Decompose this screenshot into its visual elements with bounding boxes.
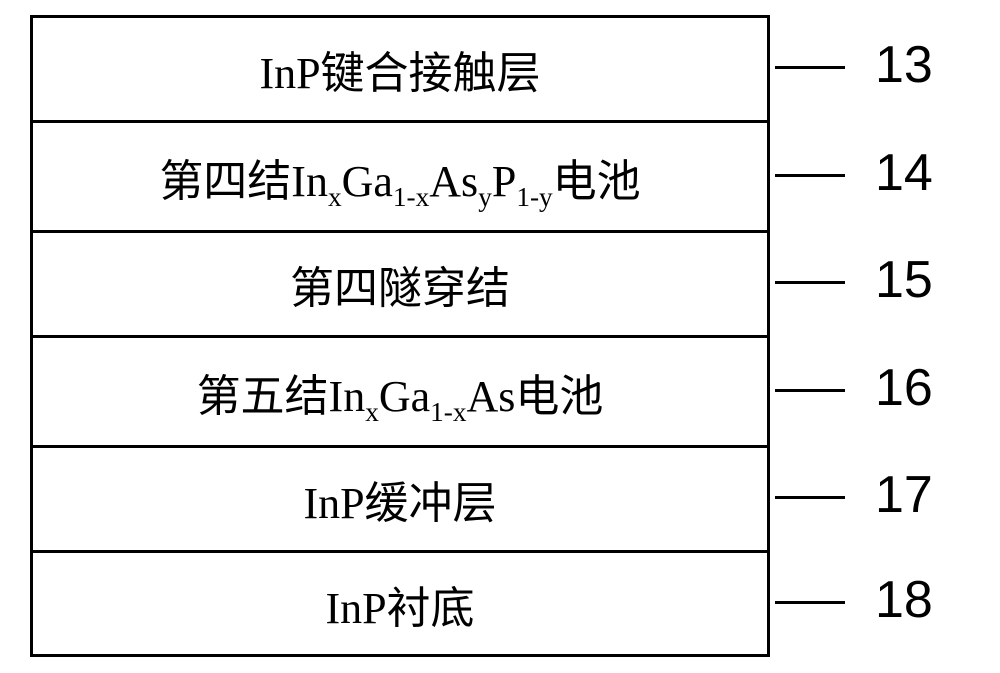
ref-number: 18 [875, 570, 933, 630]
leader-line [775, 389, 845, 392]
leader-line [775, 281, 845, 284]
ref-number: 16 [875, 358, 933, 418]
layer-label: InP衬底 [325, 572, 474, 636]
layer-label: 第五结InxGa1-xAs电池 [197, 360, 604, 424]
layer-stack: InP键合接触层第四结InxGa1-xAsyP1-y电池第四隧穿结第五结InxG… [30, 15, 770, 657]
layer-15: 第四隧穿结 [33, 233, 767, 338]
layer-label: 第四结InxGa1-xAsyP1-y电池 [159, 145, 640, 209]
layer-label: InP键合接触层 [259, 37, 540, 101]
layer-18: InP衬底 [33, 553, 767, 657]
leader-line [775, 601, 845, 604]
layer-13: InP键合接触层 [33, 18, 767, 123]
leader-line [775, 496, 845, 499]
ref-number: 17 [875, 465, 933, 525]
layer-label: InP缓冲层 [303, 467, 496, 531]
layer-16: 第五结InxGa1-xAs电池 [33, 338, 767, 448]
leader-line [775, 174, 845, 177]
layer-14: 第四结InxGa1-xAsyP1-y电池 [33, 123, 767, 233]
ref-number: 14 [875, 143, 933, 203]
ref-number: 13 [875, 35, 933, 95]
layer-17: InP缓冲层 [33, 448, 767, 553]
layer-label: 第四隧穿结 [290, 252, 510, 316]
leader-line [775, 66, 845, 69]
ref-number: 15 [875, 250, 933, 310]
canvas: InP键合接触层第四结InxGa1-xAsyP1-y电池第四隧穿结第五结InxG… [0, 0, 1000, 673]
